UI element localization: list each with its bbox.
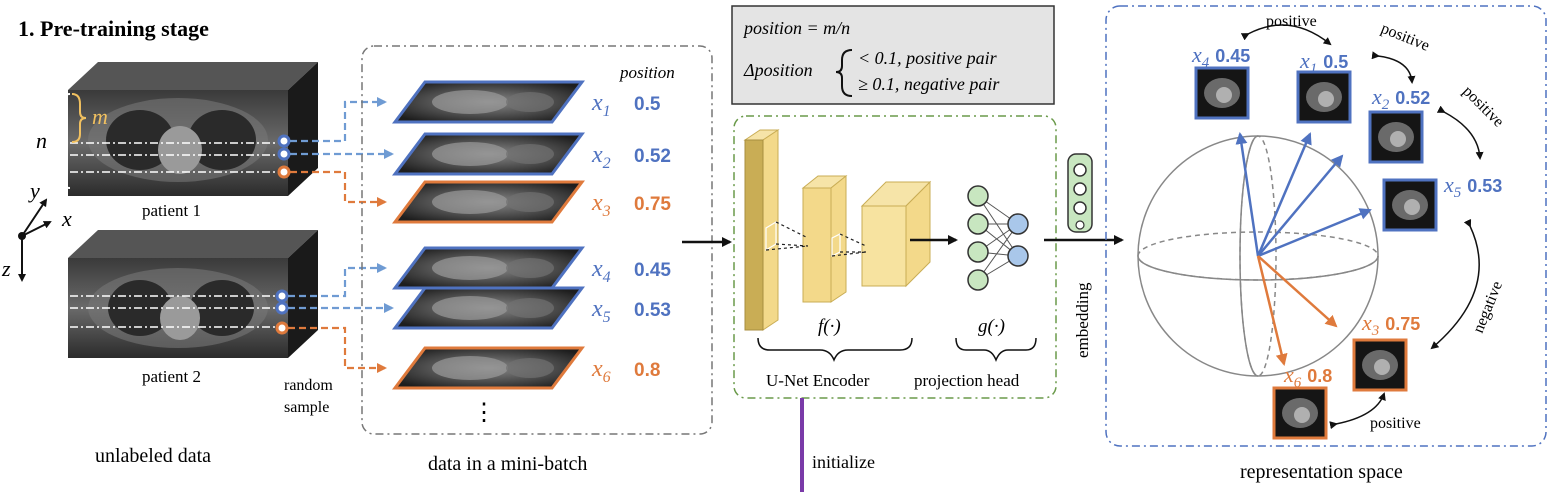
stage-title: 1. Pre-training stage <box>18 16 209 41</box>
slice-position-x3: 0.75 <box>634 194 671 215</box>
slice-label-x6: x6 <box>591 356 611 386</box>
projection-head-label: projection head <box>914 371 1020 390</box>
g-label: g(·) <box>978 316 1005 337</box>
minibatch-box <box>361 45 713 435</box>
slice-position-x4: 0.45 <box>634 260 671 281</box>
point-label-x2: x2 0.52 <box>1371 84 1430 113</box>
slice-label-x1: x1 <box>591 90 611 120</box>
formula-delta: Δposition <box>743 60 813 80</box>
projection-head-network <box>967 185 1029 291</box>
initialize-label: initialize <box>812 452 875 472</box>
slice-position-x6: 0.8 <box>634 360 660 381</box>
n-label: n <box>36 128 47 153</box>
slice-position-x5: 0.53 <box>634 300 671 321</box>
formula-case-positive: < 0.1, positive pair <box>858 48 998 68</box>
representation-caption: representation space <box>1240 461 1403 483</box>
patient2-label: patient 2 <box>142 367 201 386</box>
relation-arrows <box>1240 24 1484 430</box>
slice-position-x2: 0.52 <box>634 146 671 167</box>
minibatch-slice-x4: x4 0.45 <box>392 246 671 290</box>
unet-block-3 <box>860 180 932 288</box>
f-label: f(·) <box>818 316 841 337</box>
axis-y-label: y <box>28 178 40 203</box>
axes-icon <box>18 198 52 282</box>
minibatch-slice-x6: x6 0.8 <box>392 346 660 390</box>
embedding-point-x1: x1 0.5 <box>1296 48 1352 124</box>
embedding-point-x3: x3 0.75 <box>1352 310 1420 392</box>
embedding-point-x2: x2 0.52 <box>1368 84 1430 164</box>
formula-box <box>731 5 1055 105</box>
minibatch-slice-x3: x3 0.75 <box>392 180 671 224</box>
slice-label-x2: x2 <box>591 142 611 172</box>
patient1-label: patient 1 <box>142 201 201 220</box>
minibatch-slice-x1: x1 0.5 <box>392 80 661 124</box>
positive-label-1: positive <box>1266 13 1317 30</box>
position-header: position <box>619 63 675 82</box>
embedding-label: embedding <box>1073 282 1092 358</box>
slice-position-x1: 0.5 <box>634 94 661 115</box>
point-label-x3: x3 0.75 <box>1361 310 1420 339</box>
unit-sphere <box>1137 135 1379 377</box>
embedding-point-x5: x5 0.53 <box>1382 172 1502 232</box>
positive-label-3: positive <box>1459 83 1507 131</box>
unet-block-2 <box>801 174 848 303</box>
minibatch-ellipsis: ⋮ <box>472 400 496 426</box>
positive-label-4: positive <box>1370 415 1421 432</box>
slice-label-x5: x5 <box>591 296 611 326</box>
axis-x-label: x <box>61 206 72 231</box>
sampling-arrows <box>288 97 394 373</box>
positive-label-2: positive <box>1379 20 1432 55</box>
encoder-box <box>733 115 1057 399</box>
unet-encoder-label: U-Net Encoder <box>766 371 870 390</box>
minibatch-caption: data in a mini-batch <box>428 453 587 475</box>
random-sample-line2: sample <box>284 399 329 416</box>
unlabeled-data-caption: unlabeled data <box>95 445 211 467</box>
random-sample-line1: random <box>284 377 333 394</box>
formula-line1: position = m/n <box>742 18 850 38</box>
point-label-x5: x5 0.53 <box>1443 172 1502 201</box>
embedding-point-x6: x6 0.8 <box>1272 362 1332 440</box>
embedding-vector-icon <box>1067 153 1093 233</box>
m-label: m <box>92 104 108 129</box>
axis-z-label: z <box>1 256 11 281</box>
minibatch-slice-x2: x2 0.52 <box>392 132 671 176</box>
slice-label-x4: x4 <box>591 256 611 286</box>
minibatch-slice-x5: x5 0.53 <box>392 286 671 330</box>
conv-kernel-lines <box>765 220 867 257</box>
patient1-volume <box>68 62 318 196</box>
embedding-vectors <box>1235 132 1372 366</box>
representation-box <box>1105 5 1547 447</box>
slice-label-x3: x3 <box>591 190 611 220</box>
unet-block-1 <box>743 129 780 331</box>
embedding-point-x4: x4 0.45 <box>1191 42 1250 120</box>
representation-thumbnails: x4 0.45 x1 0.5 x2 0.52 x5 0.53 x3 0.75 x6 0.8 <box>1191 42 1502 440</box>
minibatch-slices: x1 0.5 x2 0.52 x3 0.75 x4 0.45 x5 0.53 x6 0.8 <box>392 80 671 390</box>
formula-case-negative: ≥ 0.1, negative pair <box>858 74 1000 94</box>
